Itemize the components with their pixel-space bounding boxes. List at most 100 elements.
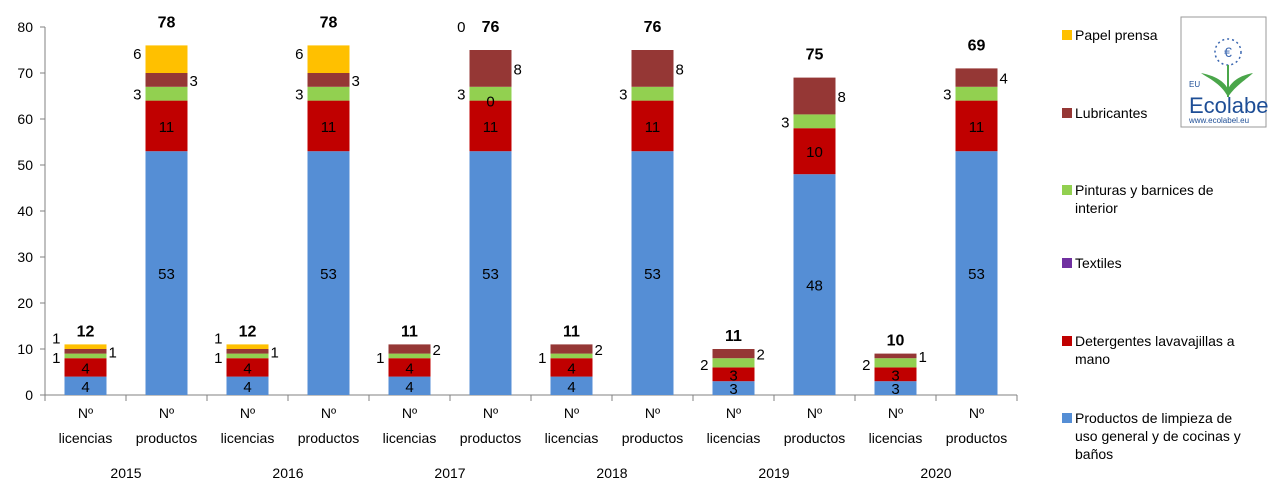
category-label-line2: productos [622,430,683,446]
bar-segment [469,86,512,101]
segment-value-label: 3 [295,87,303,104]
category-label-line2: productos [784,430,845,446]
segment-value-label: 1 [52,331,60,348]
bar-segment [307,151,350,395]
bar-segment [226,358,269,377]
segment-value-label: 4 [81,379,89,396]
segment-value-label: 3 [891,381,899,398]
bar-segment [388,358,431,377]
total-value-label: 69 [968,37,986,54]
segment-value-label: 1 [214,331,222,348]
segment-value-label: 48 [806,278,823,295]
axes: 01020304050607080NºlicenciasNºproductosN… [17,19,1018,481]
year-label: 2015 [110,465,141,481]
segment-value-label: 2 [595,342,603,359]
segment-value-label: 8 [838,89,846,106]
segment-value-label: 4 [81,360,89,377]
legend-swatch [1062,108,1072,118]
year-label: 2017 [434,465,465,481]
bar-segment [64,353,107,359]
legend-entry-label: Papel prensa [1075,27,1158,43]
segment-value-label: 3 [619,87,627,104]
segment-value-label: 4 [405,379,413,396]
bar-segment [226,349,269,354]
segment-value-label: 1 [919,349,927,366]
segment-value-label: 3 [190,73,198,90]
bar-segment [64,349,107,354]
category-label-line1: Nº [888,405,903,421]
segment-value-label: 4 [567,379,575,396]
segment-value-label: 4 [405,360,413,377]
segment-value-label: 3 [133,87,141,104]
bar-segment [793,128,836,175]
bar-segment [145,45,188,73]
segment-value-label: 1 [271,344,279,361]
legend-swatch [1062,336,1072,346]
total-value-label: 76 [644,19,662,36]
segment-value-label: 1 [52,350,60,367]
category-label-line2: licencias [221,430,275,446]
total-value-label: 75 [806,47,824,64]
category-label-line2: licencias [707,430,761,446]
bar-segment [550,353,593,359]
bar-segment [874,353,917,359]
bar-segment [793,114,836,129]
bar-segment [712,367,755,382]
segment-value-label: 11 [159,119,175,136]
bar-segment [226,344,269,349]
bar-segment [955,151,998,395]
y-tick-label: 50 [17,157,33,173]
segment-value-label: 0 [486,94,494,111]
bar-segment [631,151,674,395]
category-label-line2: licencias [59,430,113,446]
total-value-label: 11 [401,323,418,340]
category-label-line1: Nº [969,405,984,421]
bar-segment [307,73,350,87]
bar-segment [793,77,836,115]
total-value-label: 78 [158,14,176,31]
total-value-label: 10 [887,333,905,350]
bar-segment [550,376,593,395]
segment-value-label: 3 [352,73,360,90]
segment-value-label: 8 [514,61,522,78]
category-label-line1: Nº [564,405,579,421]
y-tick-label: 40 [17,203,33,219]
segment-value-label: 53 [320,266,337,283]
category-label-line1: Nº [645,405,660,421]
category-label-line2: licencias [869,430,923,446]
y-tick-label: 20 [17,295,33,311]
segment-value-label: 4 [1000,71,1008,88]
segment-value-label: 1 [214,350,222,367]
category-label-line1: Nº [726,405,741,421]
bar-segment [874,367,917,382]
segment-value-label: 8 [676,61,684,78]
y-tick-label: 0 [25,387,33,403]
category-label-line1: Nº [240,405,255,421]
category-label-line1: Nº [159,405,174,421]
bar-segment [64,358,107,377]
bar-segment [712,381,755,395]
legend-entry-label: Productos de limpieza de uso general y de… [1075,410,1241,462]
svg-text:€: € [1224,44,1232,60]
segment-value-label: 0 [457,19,465,36]
segment-value-label: 3 [457,87,465,104]
bar-segment [145,73,188,87]
segment-value-label: 2 [757,347,765,364]
y-tick-label: 10 [17,341,33,357]
total-value-label: 12 [239,323,257,340]
segment-value-label: 3 [729,381,737,398]
total-value-label: 76 [482,19,500,36]
bar-segment [307,45,350,73]
segment-value-label: 11 [645,119,661,136]
segment-value-label: 6 [295,46,303,63]
segment-value-label: 4 [567,360,575,377]
total-value-label: 78 [320,14,338,31]
legend-entry-label: Pinturas y barnices de interior [1075,182,1214,216]
bar-segment [388,344,431,354]
legend: Papel prensa Lubricantes Pinturas y barnic… [1062,27,1241,462]
category-label-line1: Nº [807,405,822,421]
category-label-line2: productos [298,430,359,446]
bars [64,45,998,395]
y-tick-label: 30 [17,249,33,265]
